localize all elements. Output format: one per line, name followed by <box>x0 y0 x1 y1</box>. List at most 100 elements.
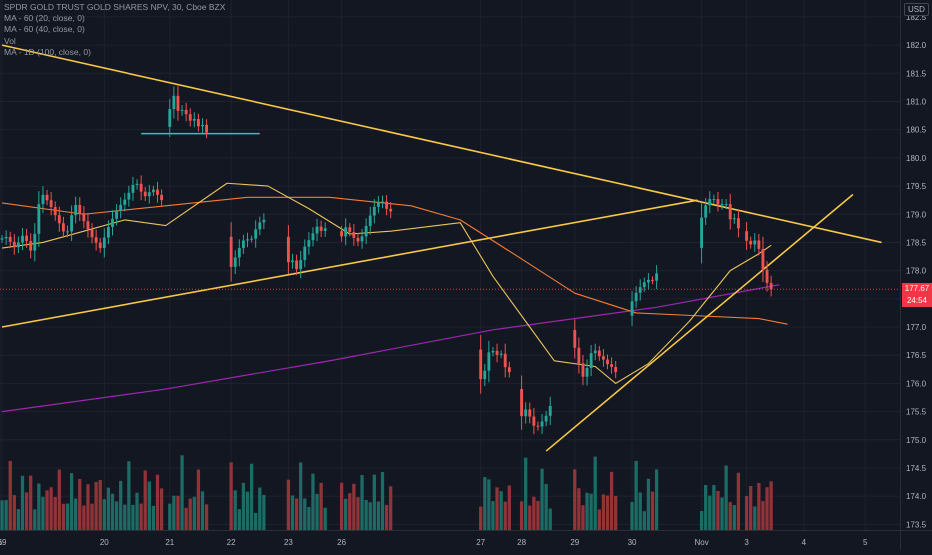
candle-body <box>246 239 249 241</box>
candle-body <box>540 421 544 427</box>
y-tick-label: 182.0 <box>906 41 927 50</box>
volume-bar <box>638 492 642 530</box>
candle-body <box>548 405 552 416</box>
volume-bar <box>254 512 258 530</box>
currency-badge[interactable]: USD <box>904 3 929 16</box>
candle-body <box>581 363 585 377</box>
trendline <box>545 193 854 452</box>
volume-bar <box>12 495 16 530</box>
volume-bar <box>86 484 90 530</box>
volume-bar <box>74 498 78 530</box>
candle-body <box>102 237 106 249</box>
volume-bar <box>593 456 597 530</box>
volume-bar <box>732 505 736 530</box>
candle-body <box>732 218 736 220</box>
volume-bar <box>151 505 156 530</box>
candle-body <box>172 95 176 110</box>
x-tick-label: 28 <box>517 538 526 547</box>
volume-bar <box>192 496 196 530</box>
candle-body <box>761 248 765 270</box>
candle-body <box>483 370 487 380</box>
volume-bar <box>642 511 646 530</box>
volume-bar <box>4 500 8 530</box>
candle-body <box>601 356 605 360</box>
candle-body <box>115 210 119 219</box>
x-tick-label: Nov <box>694 538 708 547</box>
candle-body <box>295 260 299 270</box>
volume-bar <box>41 496 45 530</box>
volume-bar <box>110 493 115 530</box>
volume-bar <box>20 475 25 530</box>
candle-body <box>736 218 740 229</box>
volume-bar <box>311 473 315 530</box>
candle-body <box>127 192 131 200</box>
candle-body <box>577 347 581 364</box>
candle-body <box>49 200 53 208</box>
candle-body <box>291 260 294 263</box>
trendline <box>1 44 882 244</box>
volume-bar <box>29 475 33 530</box>
candle-body <box>344 227 348 237</box>
volume-bar <box>90 503 94 530</box>
candle-body <box>66 231 69 233</box>
ma100-line <box>1 284 780 413</box>
volume-bar <box>180 455 184 530</box>
volume-bar <box>389 486 393 530</box>
last-price-badge: 177.67 <box>902 283 932 296</box>
candle-body <box>262 219 266 223</box>
y-tick-label: 176.0 <box>906 379 927 388</box>
candle-body <box>311 233 315 241</box>
candle-body <box>655 273 659 281</box>
candle-body <box>111 218 114 228</box>
candle-body <box>716 199 720 205</box>
volume-bar <box>356 497 360 530</box>
volume-bar <box>307 506 311 530</box>
candle-body <box>143 191 147 197</box>
candle-body <box>241 240 245 249</box>
volume-bar <box>605 495 610 530</box>
candle-body <box>180 109 184 111</box>
y-tick-label: 179.0 <box>906 210 927 219</box>
candle-body <box>250 238 254 240</box>
volume-bar <box>573 469 577 530</box>
volume-bar <box>540 468 544 530</box>
candle-body <box>53 207 57 216</box>
volume-bar <box>503 501 507 530</box>
volume-bar <box>757 483 761 530</box>
x-tick-label: 22 <box>227 538 236 547</box>
volume-bar <box>233 490 237 530</box>
volume-bar <box>609 471 614 530</box>
candle-body <box>184 109 188 115</box>
volume-bar <box>634 460 638 530</box>
volume-bar <box>159 488 164 530</box>
ma40-line <box>1 196 788 325</box>
candle-body <box>769 282 773 290</box>
volume-bar <box>176 495 180 530</box>
candle-body <box>376 202 380 207</box>
volume-bar <box>519 501 524 530</box>
candle-body <box>119 204 123 211</box>
volume-bar <box>319 482 323 530</box>
candle-body <box>487 352 491 371</box>
candle-body <box>21 235 24 243</box>
volume-bar <box>237 509 241 530</box>
candle-body <box>8 236 12 242</box>
candle-body <box>323 228 327 231</box>
volume-bar <box>614 495 618 530</box>
volume-bar <box>37 483 41 530</box>
x-tick-label: 19 <box>0 538 7 547</box>
candle-body <box>33 233 37 251</box>
volume-bar <box>78 479 82 530</box>
volume-bar <box>315 493 319 530</box>
candle-body <box>503 353 507 368</box>
candle-body <box>356 237 360 242</box>
candle-body <box>728 204 732 220</box>
volume-bar <box>290 495 295 530</box>
candle-body <box>491 350 495 353</box>
volume-bar <box>487 479 491 530</box>
y-tick-label: 182.5 <box>906 13 927 22</box>
volume-bar <box>589 493 593 530</box>
candle-body <box>708 199 712 206</box>
